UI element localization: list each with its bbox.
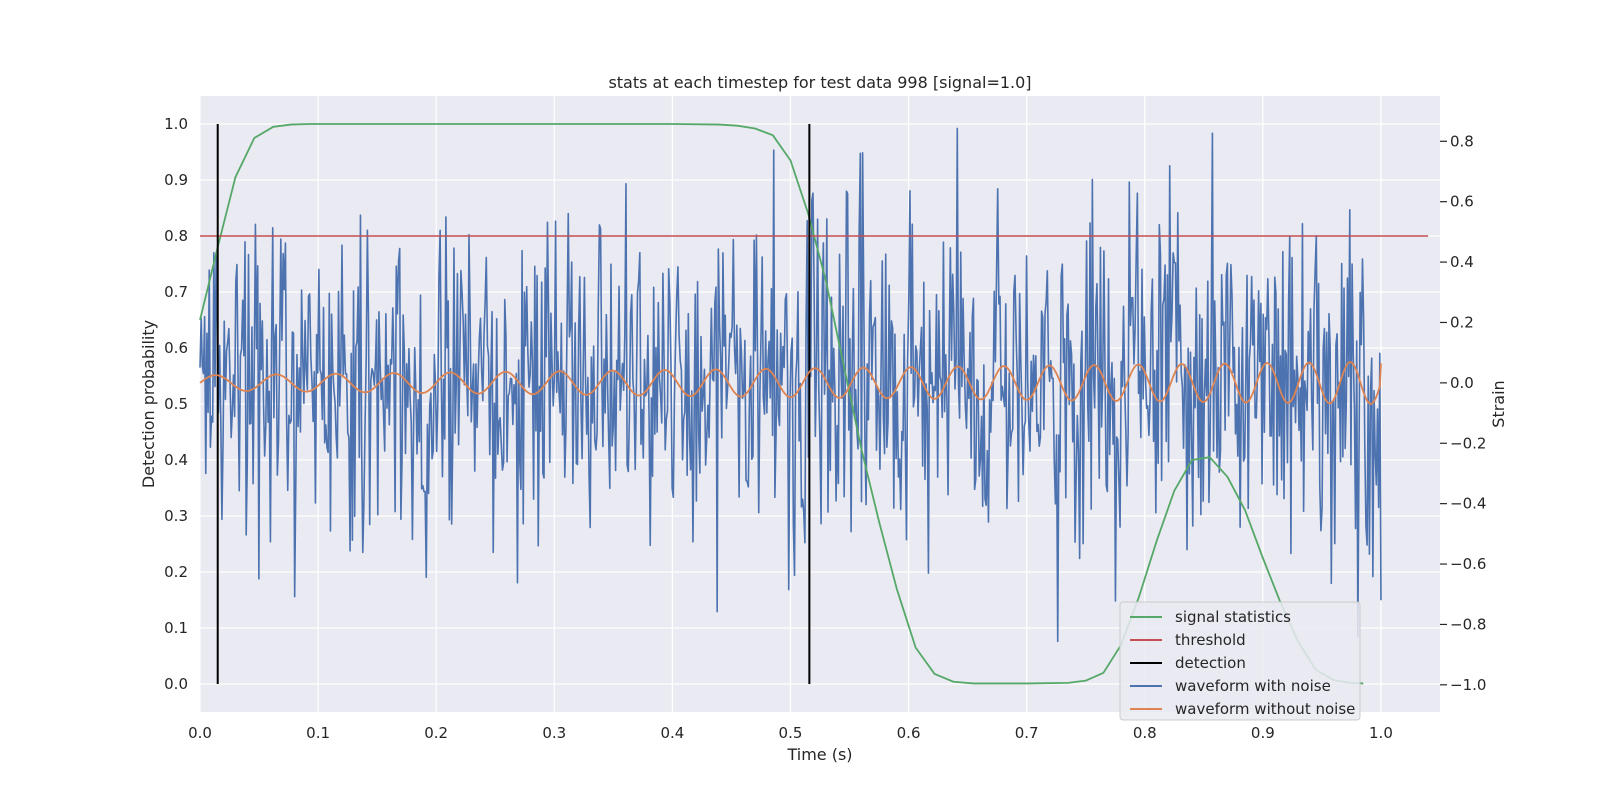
x-tick-label: 0.0 <box>188 724 212 742</box>
legend: signal statistics threshold detection wavef… <box>1119 601 1361 721</box>
x-tick-label: 0.6 <box>897 724 921 742</box>
chart-title: stats at each timestep for test data 998… <box>608 73 1031 92</box>
legend-label: waveform with noise <box>1175 677 1331 695</box>
legend-label: detection <box>1175 654 1246 672</box>
y-left-tick-label: 0.9 <box>164 171 188 189</box>
x-tick-label: 0.4 <box>660 724 684 742</box>
y-right-tick-label: 0.8 <box>1450 132 1474 150</box>
series-waveform-without-noise <box>199 361 1382 405</box>
x-tick-label: 0.5 <box>779 724 803 742</box>
y-right-tick-label: −0.2 <box>1450 434 1486 452</box>
x-tick-label: 0.2 <box>424 724 448 742</box>
x-axis-label: Time (s) <box>786 745 852 764</box>
y-right-tick-label: −0.8 <box>1450 615 1486 633</box>
axes: 0.0 0.1 0.2 0.3 0.4 0.5 0.6 0.7 0.8 0.9 1.0 0.0 0.1 0… <box>164 115 1486 742</box>
legend-label: waveform without noise <box>1175 700 1355 718</box>
y-axis-right-label: Strain <box>1489 380 1508 427</box>
y-left-tick-label: 0.1 <box>164 619 188 637</box>
legend-entries: signal statistics threshold detection wavef… <box>1130 608 1355 718</box>
y-right-tick-label: −0.6 <box>1450 555 1486 573</box>
y-right-tick-label: −1.0 <box>1450 676 1486 694</box>
y-left-tick-label: 0.7 <box>164 283 188 301</box>
y-left-tick-label: 0.0 <box>164 675 188 693</box>
y-left-tick-label: 0.8 <box>164 227 188 245</box>
x-tick-label: 0.8 <box>1133 724 1157 742</box>
series-signal-statistics <box>199 123 1364 685</box>
x-tick-label: 0.3 <box>542 724 566 742</box>
series-layer <box>199 123 1429 685</box>
y-right-tick-label: −0.4 <box>1450 495 1486 513</box>
x-tick-label: 0.9 <box>1251 724 1275 742</box>
y-left-tick-label: 0.4 <box>164 451 188 469</box>
y-left-tick-label: 1.0 <box>164 115 188 133</box>
y-left-tick-label: 0.2 <box>164 563 188 581</box>
y-right-tick-label: 0.6 <box>1450 193 1474 211</box>
x-tick-label: 0.1 <box>306 724 330 742</box>
y-right-tick-label: 0.2 <box>1450 313 1474 331</box>
x-tick-label: 1.0 <box>1369 724 1393 742</box>
y-left-tick-label: 0.3 <box>164 507 188 525</box>
x-tick-label: 0.7 <box>1015 724 1039 742</box>
y-right-tick-label: 0.0 <box>1450 374 1474 392</box>
y-right-tick-label: 0.4 <box>1450 253 1474 271</box>
legend-label: signal statistics <box>1175 608 1291 626</box>
y-axis-left-label: Detection probability <box>139 320 158 488</box>
legend-box <box>1119 601 1361 721</box>
y-left-tick-label: 0.5 <box>164 395 188 413</box>
legend-label: threshold <box>1175 631 1246 649</box>
y-left-tick-label: 0.6 <box>164 339 188 357</box>
series-waveform-with-noise <box>199 127 1382 643</box>
